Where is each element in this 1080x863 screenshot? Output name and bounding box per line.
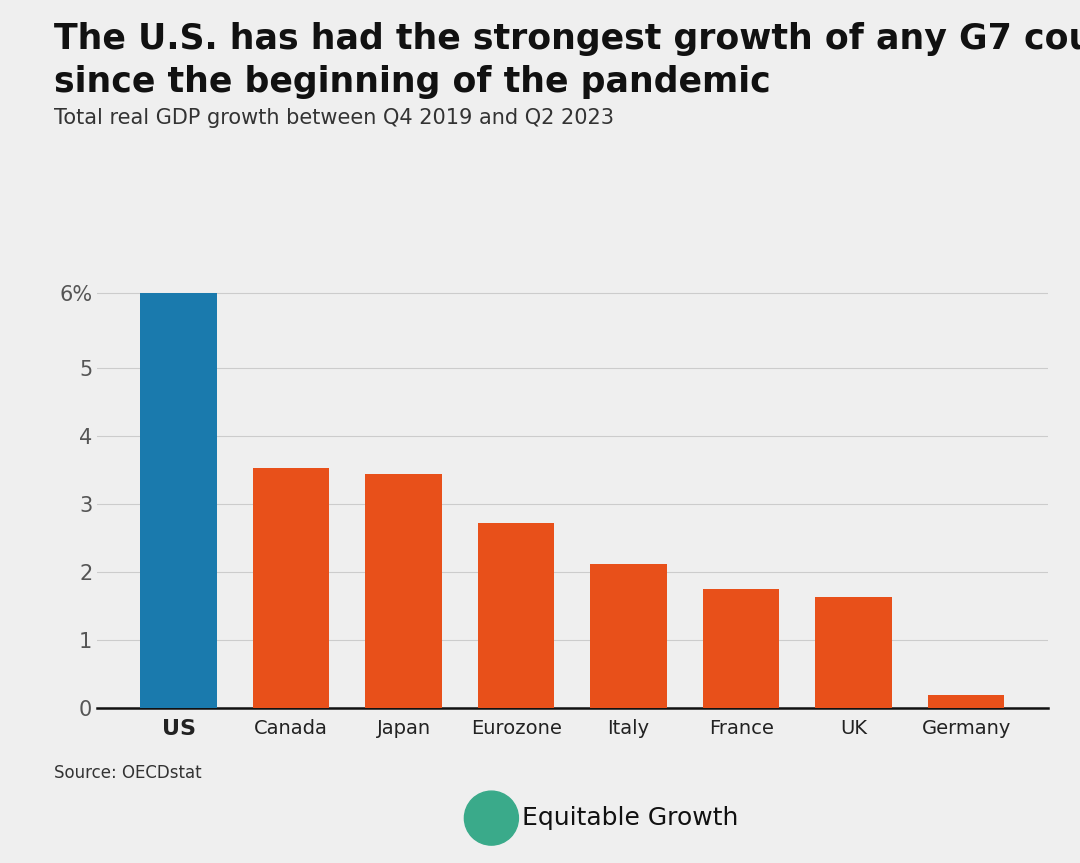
- Bar: [365, 474, 442, 708]
- Text: Total real GDP growth between Q4 2019 and Q2 2023: Total real GDP growth between Q4 2019 an…: [54, 108, 615, 128]
- Bar: [815, 597, 892, 708]
- Bar: [591, 564, 666, 708]
- Bar: [703, 589, 780, 708]
- Text: The U.S. has had the strongest growth of any G7 country: The U.S. has had the strongest growth of…: [54, 22, 1080, 55]
- Bar: [928, 695, 1004, 708]
- Text: Equitable Growth: Equitable Growth: [522, 806, 738, 830]
- Bar: [477, 523, 554, 708]
- Text: Source: OECDstat: Source: OECDstat: [54, 764, 202, 782]
- Bar: [253, 469, 329, 708]
- Bar: [140, 293, 217, 708]
- Text: since the beginning of the pandemic: since the beginning of the pandemic: [54, 65, 771, 98]
